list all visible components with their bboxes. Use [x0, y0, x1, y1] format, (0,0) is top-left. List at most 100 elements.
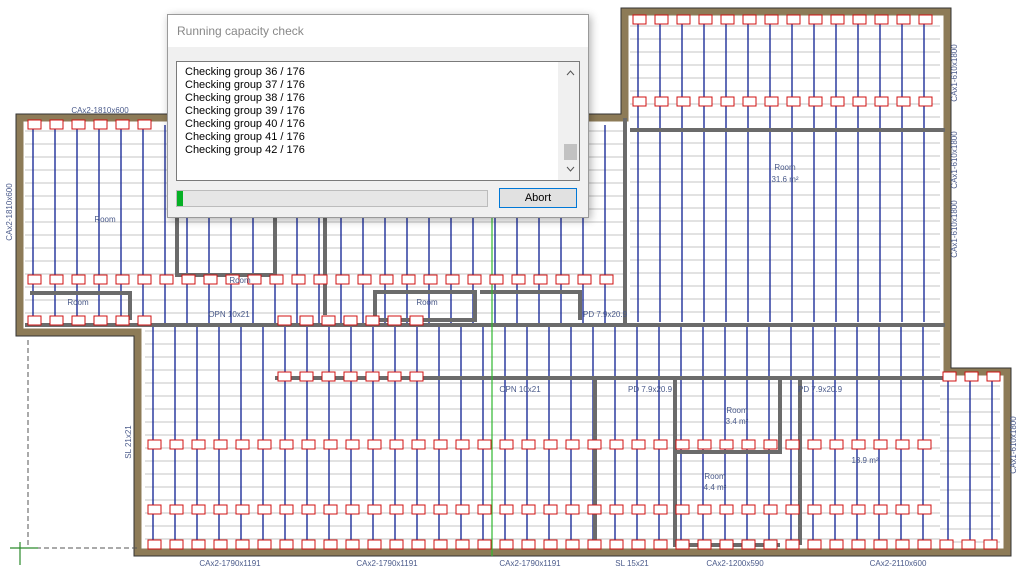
- element-tag: [27, 315, 42, 326]
- element-tag: [235, 539, 250, 550]
- element-tag: [409, 371, 424, 382]
- log-line: Checking group 42 / 176: [185, 144, 305, 156]
- log-lines: Checking group 36 / 176 Checking group 37…: [177, 62, 579, 157]
- plan-label: CAx1-610x1800: [950, 131, 959, 189]
- element-tag: [764, 14, 779, 25]
- element-tag: [785, 504, 800, 515]
- plan-label: PD 7.9x20.9: [798, 385, 843, 394]
- element-tag: [719, 504, 734, 515]
- element-tag: [137, 119, 152, 130]
- dialog: Running capacity check Checking group 36…: [167, 14, 589, 218]
- element-tag: [676, 14, 691, 25]
- element-tag: [323, 504, 338, 515]
- element-tag: [895, 539, 910, 550]
- plan-label: 31.6 m²: [771, 175, 798, 184]
- element-tag: [411, 439, 426, 450]
- progress-fill: [177, 191, 183, 206]
- element-tag: [609, 539, 624, 550]
- plan-label: SL 21x21: [124, 425, 133, 459]
- element-tag: [269, 274, 284, 285]
- progress-bar: [176, 190, 488, 207]
- scrollbar[interactable]: [558, 62, 579, 180]
- element-tag: [653, 539, 668, 550]
- element-tag: [299, 315, 314, 326]
- element-tag: [851, 504, 866, 515]
- element-tag: [918, 14, 933, 25]
- element-tag: [401, 274, 416, 285]
- element-tag: [387, 315, 402, 326]
- element-tag: [565, 539, 580, 550]
- abort-button[interactable]: Abort: [499, 188, 577, 208]
- log-line: Checking group 38 / 176: [185, 92, 305, 104]
- plan-label: Room: [726, 406, 748, 415]
- element-tag: [299, 371, 314, 382]
- element-tag: [521, 539, 536, 550]
- plan-label: CAx1-610x1800: [950, 44, 959, 102]
- element-tag: [499, 504, 514, 515]
- element-tag: [247, 274, 262, 285]
- element-tag: [565, 439, 580, 450]
- element-tag: [235, 439, 250, 450]
- element-tag: [565, 504, 580, 515]
- element-tag: [675, 539, 690, 550]
- element-tag: [829, 504, 844, 515]
- element-tag: [653, 504, 668, 515]
- element-tag: [697, 539, 712, 550]
- element-tag: [411, 539, 426, 550]
- element-tag: [851, 539, 866, 550]
- element-tag: [543, 504, 558, 515]
- element-tag: [321, 371, 336, 382]
- element-tag: [115, 315, 130, 326]
- element-tag: [698, 14, 713, 25]
- element-tag: [387, 371, 402, 382]
- element-tag: [873, 504, 888, 515]
- element-tag: [720, 96, 735, 107]
- element-tag: [873, 439, 888, 450]
- element-tag: [71, 119, 86, 130]
- element-tag: [763, 439, 778, 450]
- plan-label: CAx2-1790x1191: [499, 559, 561, 568]
- element-tag: [964, 371, 979, 382]
- element-tag: [719, 539, 734, 550]
- element-tag: [49, 315, 64, 326]
- element-tag: [203, 274, 218, 285]
- element-tag: [917, 439, 932, 450]
- element-tag: [742, 96, 757, 107]
- log-line: Checking group 37 / 176: [185, 79, 305, 91]
- scroll-up: [566, 70, 575, 76]
- plan-label: Room: [774, 163, 796, 172]
- element-tag: [741, 504, 756, 515]
- element-tag: [445, 274, 460, 285]
- log-line: Checking group 39 / 176: [185, 105, 305, 117]
- element-tag: [895, 504, 910, 515]
- element-tag: [455, 504, 470, 515]
- plan-label: CAx2-1200x590: [706, 559, 764, 568]
- element-tag: [874, 14, 889, 25]
- plan-label: Room: [94, 215, 116, 224]
- element-tag: [609, 504, 624, 515]
- element-tag: [235, 504, 250, 515]
- element-tag: [852, 14, 867, 25]
- element-tag: [345, 504, 360, 515]
- element-tag: [423, 274, 438, 285]
- element-tag: [389, 539, 404, 550]
- element-tag: [279, 539, 294, 550]
- element-tag: [697, 439, 712, 450]
- element-tag: [599, 274, 614, 285]
- log-line: Checking group 36 / 176: [185, 66, 305, 78]
- element-tag: [697, 504, 712, 515]
- element-tag: [137, 274, 152, 285]
- element-tag: [365, 371, 380, 382]
- element-tag: [357, 274, 372, 285]
- element-tag: [631, 439, 646, 450]
- inner-wall: [30, 291, 132, 320]
- outer-wall-edge: [15, 7, 1012, 557]
- element-tag: [653, 439, 668, 450]
- element-tag: [587, 439, 602, 450]
- plan-label: 4.4 m²: [704, 483, 727, 492]
- element-tag: [917, 504, 932, 515]
- element-tag: [917, 539, 932, 550]
- inner-wall: [373, 290, 477, 322]
- plan-label: Room: [67, 298, 89, 307]
- element-tag: [291, 274, 306, 285]
